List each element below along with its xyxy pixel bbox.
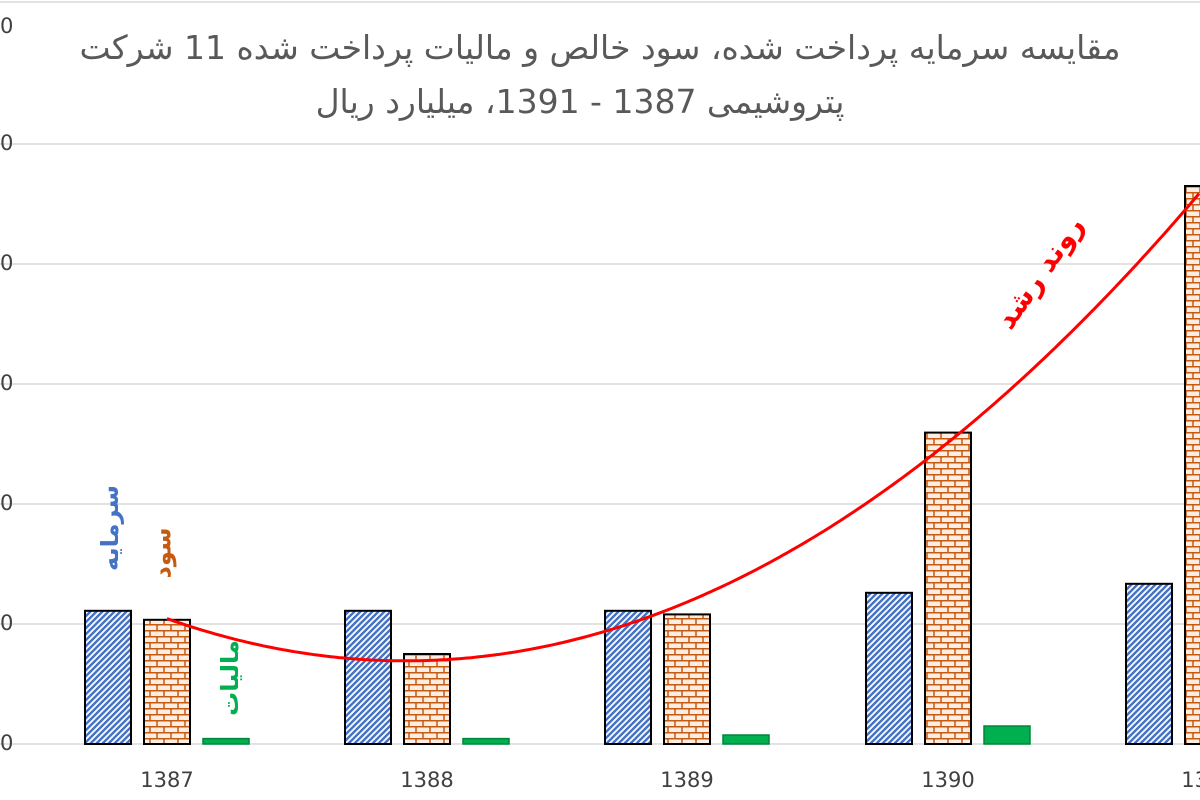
y-tick-label: 0 (0, 731, 14, 755)
bar-sood (924, 431, 972, 745)
bar-sood (1184, 185, 1200, 745)
bar-maliat (983, 725, 1031, 745)
y-tick-label: 0 (0, 14, 14, 38)
y-tick-label: 0 (0, 251, 14, 275)
x-tick-label: 1389 (660, 768, 714, 792)
bar-sarmayeh (1125, 582, 1173, 745)
chart-title-line1: مقایسه سرمایه پرداخت شده، سود خالص و مال… (79, 28, 1121, 67)
y-tick-label: 0 (0, 371, 14, 395)
chart-title-line2: پتروشیمی 1387 - 1391، میلیارد ریال (315, 82, 845, 121)
y-tick-label: 0 (0, 131, 14, 155)
bar-sarmayeh (865, 591, 913, 745)
y-tick-label: 0 (0, 491, 14, 515)
bar-maliat (202, 737, 250, 745)
bar-sood (663, 613, 711, 746)
bar-maliat (722, 734, 770, 745)
bar-sarmayeh (344, 609, 392, 745)
bar-sarmayeh (84, 609, 132, 745)
x-tick-label: 1388 (400, 768, 454, 792)
bar-sood (403, 653, 451, 745)
bar-sood (143, 618, 191, 745)
series-label-sood: سود (147, 527, 176, 579)
bar-maliat (462, 737, 510, 745)
x-tick-label: 1391 (1181, 768, 1200, 792)
series-label-sarmayeh: سرمایه (95, 485, 124, 571)
x-tick-label: 1390 (921, 768, 975, 792)
x-tick-label: 1387 (140, 768, 194, 792)
y-tick-label: 0 (0, 611, 14, 635)
bar-sarmayeh (604, 609, 652, 745)
trend-curve (166, 192, 1200, 663)
series-label-maliat: مالیات (215, 640, 244, 716)
